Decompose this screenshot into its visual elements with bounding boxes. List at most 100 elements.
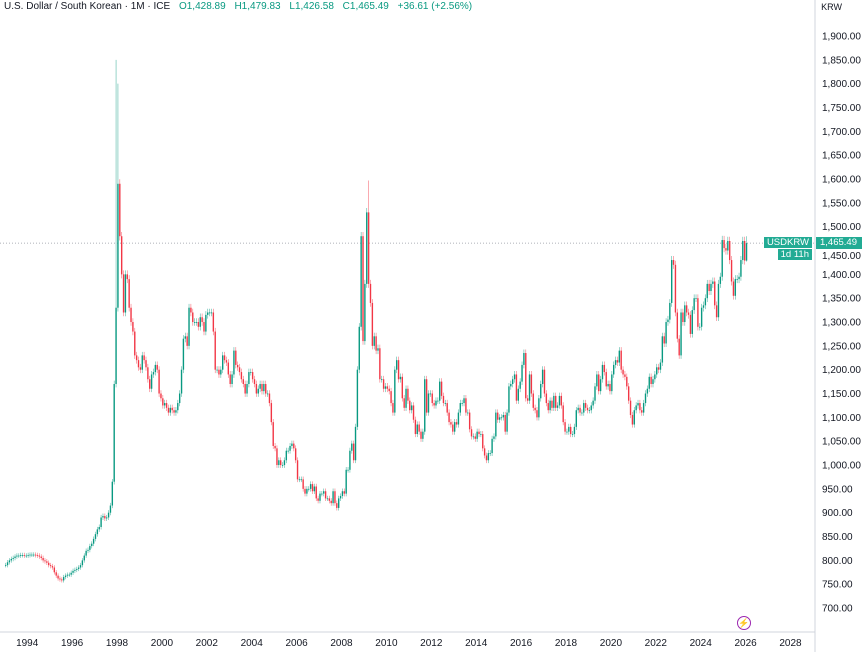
candle-body [236,364,239,368]
candle-body [730,260,733,282]
time-tick-label: 2004 [241,638,264,649]
candle-body [233,350,235,375]
time-tick-label: 2022 [645,638,668,649]
candle-body [62,577,65,581]
candle-body [644,393,647,404]
currency-label: KRW [821,2,842,12]
candle-body [212,312,215,332]
candle-body [178,393,181,404]
ohlc-change: +36.61 (+2.56%) [397,1,473,12]
candle-body [519,381,521,389]
candle-body [190,307,192,313]
candle-body [461,403,463,404]
candle-body [613,364,615,375]
candle-body [480,434,482,435]
lightning-icon[interactable]: ⚡ [737,616,751,630]
candle-body [699,326,701,328]
candle-body [425,379,428,413]
candle-body [34,554,37,556]
candle-body [702,305,705,308]
candle-body [455,422,458,425]
candle-body [27,555,29,556]
candle-body [104,516,106,519]
candle-body [418,424,420,432]
candle-body [14,556,16,558]
time-tick-label: 2014 [465,638,488,649]
candle-body [336,503,338,508]
candle-body [577,407,579,411]
candle-body [158,369,160,394]
candle-body [556,405,559,408]
candle-body [150,374,153,389]
candle-body [697,298,699,327]
ohlc-open: O1,428.89 [178,1,226,12]
candle-body [31,554,33,556]
candle-body [149,379,151,389]
candle-body [624,374,626,377]
candle-body [440,381,443,396]
candle-body [304,488,306,494]
candle-body [171,407,173,411]
candle-body [98,527,100,530]
candle-body [508,386,510,413]
candle-body [536,410,538,418]
candle-body [49,565,52,567]
candle-body [51,566,54,568]
candle-body [547,403,549,411]
candle-body [605,372,607,387]
candle-body [199,317,201,327]
candle-body [113,383,115,482]
price-tick-label: 1,350.00 [822,294,861,305]
candle-body [648,376,650,389]
candle-body [238,367,241,373]
candle-body [244,383,246,394]
candle-body [135,355,138,361]
candle-body [652,379,654,384]
candle-body [497,412,499,420]
candle-body [175,410,177,413]
candle-body [220,369,222,375]
candle-body [270,403,273,423]
candle-body [250,372,252,373]
candle-body [184,336,186,339]
candle-body [23,555,26,556]
candle-body [193,322,196,323]
candle-body [446,403,448,413]
candle-body [192,312,194,323]
candle-body [564,422,566,432]
candle-body [656,367,658,375]
candle-body [382,379,385,389]
time-tick-label: 2026 [734,638,757,649]
time-tick-label: 2006 [285,638,308,649]
candle-body [740,260,742,277]
candle-body [482,434,484,449]
candle-body [373,336,375,346]
candle-body [362,236,364,342]
candle-body [650,376,652,384]
candle-body [360,236,362,327]
ohlc-close: C1,465.49 [342,1,389,12]
ohlc-high: H1,479.83 [234,1,281,12]
candle-body [424,379,426,432]
candle-body [162,398,164,406]
candle-body [629,400,632,415]
candle-body [347,469,349,471]
candle-body [704,298,707,306]
candle-body [128,279,130,308]
candle-body [315,486,317,499]
candle-body [371,302,374,346]
candle-body [306,488,308,494]
candle-body [439,381,441,401]
candle-body [354,426,357,461]
candle-body [251,372,254,380]
candle-body [614,360,617,365]
candle-body [532,393,534,408]
candle-body [16,555,18,557]
candle-body [18,555,20,557]
time-tick-label: 2002 [196,638,219,649]
candle-body [588,410,591,412]
candle-body [70,572,72,575]
candle-body [281,465,284,466]
candle-body [240,372,243,380]
